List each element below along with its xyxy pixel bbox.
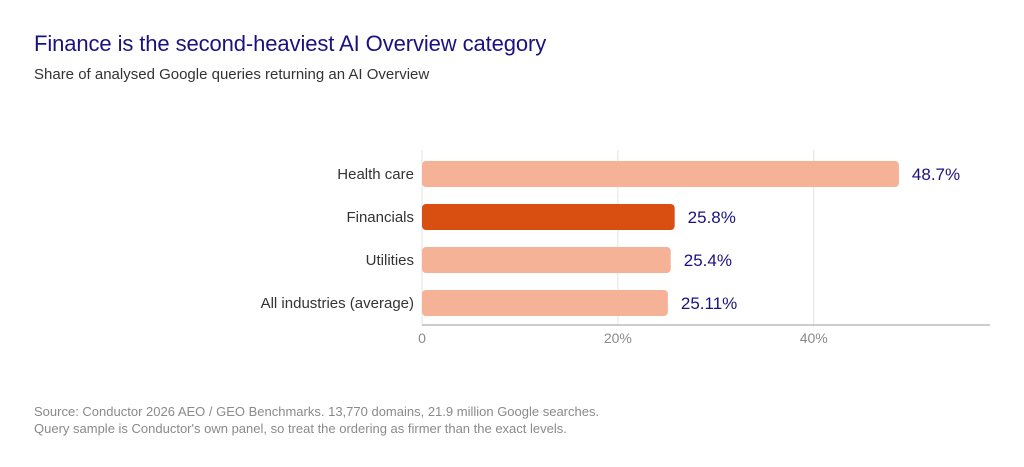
source-note: Source: Conductor 2026 AEO / GEO Benchma… <box>34 403 599 437</box>
source-line-1: Source: Conductor 2026 AEO / GEO Benchma… <box>34 404 600 419</box>
chart-subtitle: Share of analysed Google queries returni… <box>34 66 430 83</box>
x-tick-label: 0 <box>418 330 426 346</box>
x-tick-label: 20% <box>604 330 632 346</box>
bar <box>422 290 668 316</box>
bar <box>422 204 675 230</box>
category-label: Utilities <box>366 252 414 269</box>
source-line-2: Query sample is Conductor's own panel, s… <box>34 421 567 436</box>
category-label: All industries (average) <box>261 295 414 312</box>
chart-title: Finance is the second-heaviest AI Overvi… <box>34 31 547 56</box>
bar <box>422 247 671 273</box>
value-label: 25.8% <box>688 208 736 227</box>
value-label: 48.7% <box>912 165 960 184</box>
value-label: 25.4% <box>684 251 732 270</box>
x-tick-label: 40% <box>800 330 828 346</box>
category-label: Health care <box>337 166 414 183</box>
value-label: 25.11% <box>681 294 737 313</box>
category-label: Financials <box>346 209 414 226</box>
bar <box>422 161 899 187</box>
